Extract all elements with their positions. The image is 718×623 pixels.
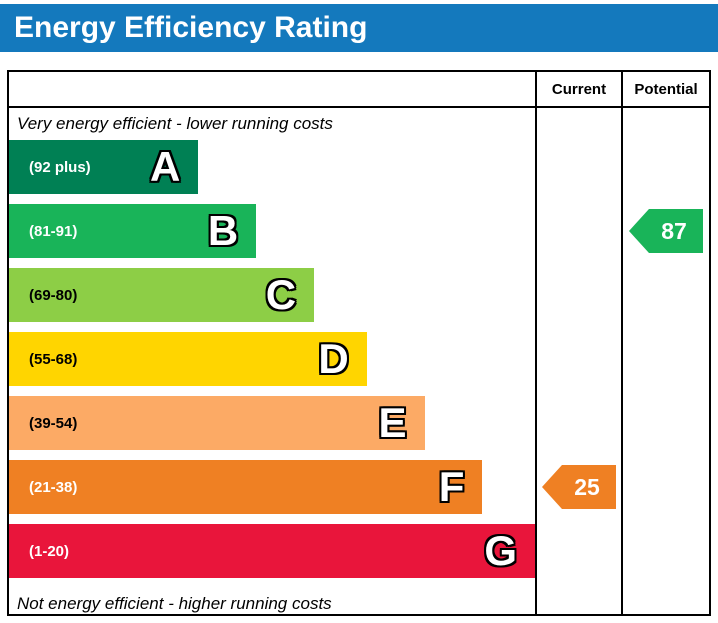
band-range-label: (92 plus) bbox=[29, 158, 91, 176]
caption-bottom: Not energy efficient - higher running co… bbox=[17, 594, 332, 613]
caption-top: Very energy efficient - lower running co… bbox=[17, 114, 333, 133]
band-range-label: (1-20) bbox=[29, 542, 70, 560]
band-letter: C bbox=[265, 271, 297, 318]
band-row-b: (81-91) B bbox=[9, 204, 257, 258]
potential-column: Potential 87 bbox=[621, 72, 709, 614]
bands-column: Very energy efficient - lower running co… bbox=[9, 72, 535, 614]
band-letter: G bbox=[484, 527, 517, 574]
energy-rating-chart: Very energy efficient - lower running co… bbox=[7, 70, 711, 616]
chart-title: Energy Efficiency Rating bbox=[14, 11, 368, 44]
current-header: Current bbox=[537, 72, 621, 108]
band-letter: D bbox=[318, 335, 349, 382]
band-letter: B bbox=[207, 207, 239, 254]
band-range-label: (21-38) bbox=[29, 478, 78, 496]
bands-body: Very energy efficient - lower running co… bbox=[9, 108, 535, 620]
potential-rating-arrow: 87 bbox=[629, 209, 703, 253]
band-range-label: (69-80) bbox=[29, 286, 78, 304]
chart-title-bar: Energy Efficiency Rating bbox=[0, 4, 718, 52]
band-letter: E bbox=[378, 399, 407, 446]
band-letter: A bbox=[150, 143, 181, 190]
potential-rating-value: 87 bbox=[661, 217, 687, 244]
band-row-g: (1-20) G bbox=[9, 524, 535, 578]
band-row-e: (39-54) E bbox=[9, 396, 425, 450]
band-row-a: (92 plus) A bbox=[9, 140, 199, 194]
band-range-label: (81-91) bbox=[29, 222, 78, 240]
current-column: Current 25 bbox=[535, 72, 621, 614]
band-letter: F bbox=[438, 463, 465, 510]
potential-column-body: 87 bbox=[623, 108, 709, 614]
potential-header: Potential bbox=[623, 72, 709, 108]
current-rating-value: 25 bbox=[574, 473, 600, 500]
band-range-label: (55-68) bbox=[29, 350, 78, 368]
band-range-label: (39-54) bbox=[29, 414, 78, 432]
band-row-c: (69-80) C bbox=[9, 268, 315, 322]
band-row-f: (21-38) F bbox=[9, 460, 483, 514]
current-rating-arrow: 25 bbox=[542, 465, 616, 509]
bands-header-spacer bbox=[9, 72, 535, 108]
band-row-d: (55-68) D bbox=[9, 332, 367, 386]
current-column-body: 25 bbox=[537, 108, 621, 614]
